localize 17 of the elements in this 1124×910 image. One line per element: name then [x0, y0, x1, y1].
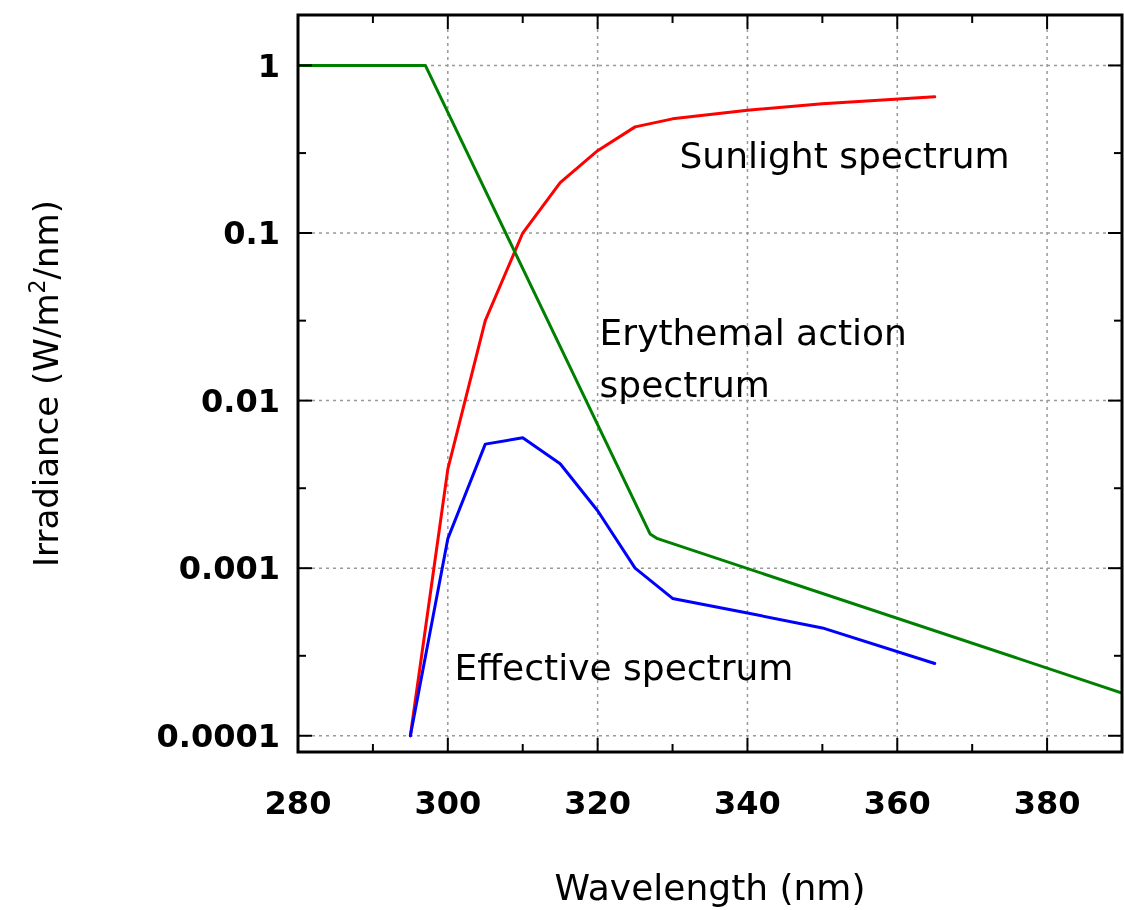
y-tick-label: 1	[257, 46, 280, 85]
y-tick-label: 0.0001	[156, 716, 280, 755]
series-label: Erythemal action spectrum	[599, 311, 907, 405]
x-tick-label: 380	[1013, 784, 1081, 822]
x-tick-label: 300	[414, 784, 482, 822]
x-tick-label: 280	[264, 784, 332, 822]
x-axis-title: Wavelength (nm)	[554, 867, 866, 908]
line-series	[408, 436, 937, 738]
y-tick-label: 0.001	[178, 549, 280, 588]
x-tick-label: 340	[714, 784, 781, 822]
y-tick-label: 0.01	[201, 381, 280, 420]
series-label: Sunlight spectrum	[679, 134, 1010, 176]
series-label: Effective spectrum	[454, 646, 794, 688]
x-tick-label: 320	[564, 784, 632, 822]
x-tick-label: 360	[863, 784, 931, 822]
y-tick-label: 0.1	[223, 214, 280, 253]
line-series	[298, 63, 1122, 695]
